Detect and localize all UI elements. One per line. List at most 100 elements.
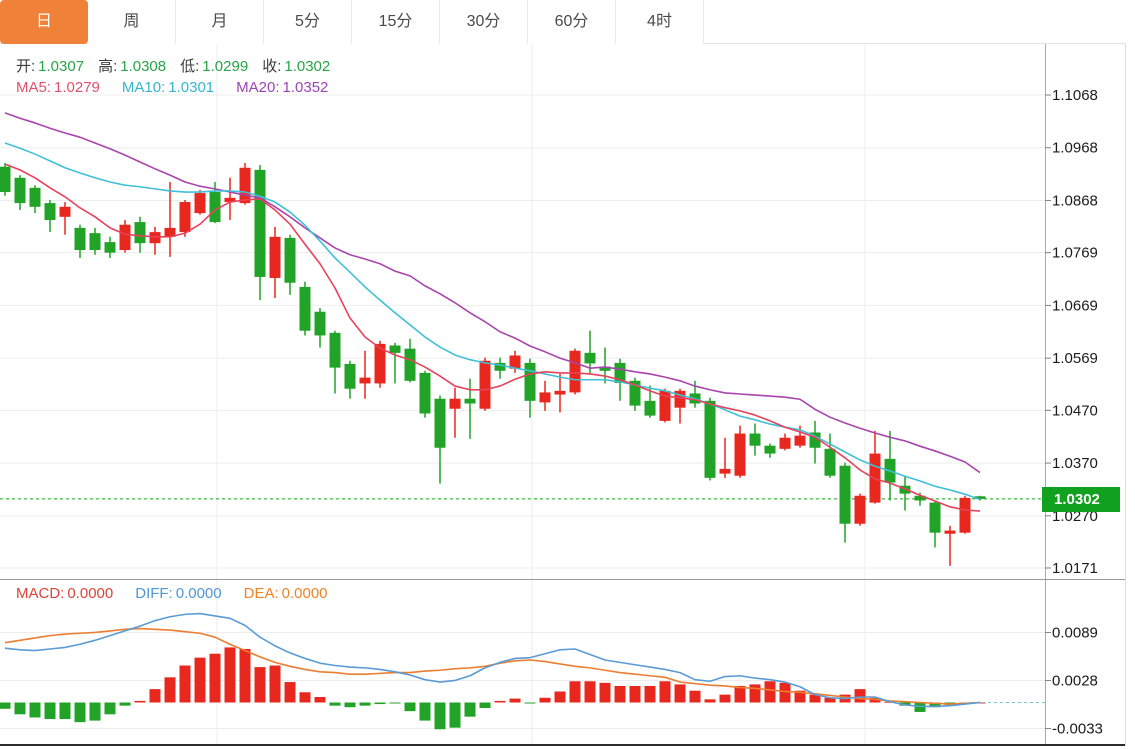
tab-timeframe-0[interactable]: 日 bbox=[0, 0, 88, 44]
ma5-line bbox=[4, 163, 981, 512]
candle-body bbox=[239, 167, 251, 204]
macd-bar bbox=[284, 682, 296, 703]
macd-histogram bbox=[0, 647, 986, 730]
tab-timeframe-1[interactable]: 周 bbox=[88, 0, 176, 44]
macd-bar bbox=[164, 677, 176, 703]
macd-bar bbox=[794, 690, 806, 703]
candle-body bbox=[134, 222, 146, 244]
candle-body bbox=[344, 363, 356, 389]
macd-bar bbox=[689, 690, 701, 703]
macd-bar bbox=[44, 702, 56, 720]
ma20-line bbox=[4, 112, 981, 474]
macd-bar bbox=[569, 681, 581, 703]
macd-bar bbox=[674, 684, 686, 703]
tab-timeframe-2[interactable]: 月 bbox=[176, 0, 264, 44]
macd-bar bbox=[779, 682, 791, 703]
candle-body bbox=[779, 437, 791, 449]
macd-legend-item: MACD: 0.0000 bbox=[16, 585, 114, 602]
macd-bar bbox=[89, 702, 101, 721]
macd-bar bbox=[194, 657, 206, 703]
macd-bar bbox=[494, 700, 506, 703]
ma-legend: MA5: 1.0279 MA10: 1.0301 MA20: 1.0352 bbox=[16, 79, 350, 96]
candle-body bbox=[479, 360, 491, 409]
ma10-line bbox=[4, 142, 981, 501]
candle-body bbox=[329, 332, 341, 368]
candle-body bbox=[449, 398, 461, 409]
macd-bar bbox=[359, 702, 371, 706]
candle-body bbox=[254, 169, 266, 277]
candle-body bbox=[59, 206, 71, 217]
macd-bar bbox=[134, 700, 146, 703]
macd-bar bbox=[404, 702, 416, 712]
price-axis-label: 1.0370 bbox=[1052, 455, 1098, 472]
macd-bar bbox=[374, 702, 386, 705]
ohlc-legend: 开: 1.0307 高: 1.0308 低: 1.0299 收: 1.0302 bbox=[16, 55, 344, 76]
candle-body bbox=[764, 445, 776, 454]
macd-bar bbox=[329, 702, 341, 706]
macd-bar bbox=[59, 702, 71, 720]
candle-body bbox=[914, 495, 926, 501]
candle-body bbox=[29, 187, 41, 207]
candle-body bbox=[629, 380, 641, 406]
price-axis-label: 1.0270 bbox=[1052, 508, 1098, 525]
candle-body bbox=[959, 497, 971, 533]
macd-bar bbox=[464, 702, 476, 717]
candle-body bbox=[524, 362, 536, 401]
macd-bar bbox=[269, 665, 281, 703]
macd-bar bbox=[224, 647, 236, 703]
candle-body bbox=[14, 177, 26, 204]
candle-body bbox=[554, 390, 566, 395]
ma-legend-item: MA10: 1.0301 bbox=[121, 79, 215, 96]
tab-timeframe-6[interactable]: 60分 bbox=[528, 0, 616, 44]
macd-bar bbox=[749, 684, 761, 703]
macd-bar bbox=[14, 702, 26, 715]
macd-bar bbox=[434, 702, 446, 730]
candle-body bbox=[464, 398, 476, 404]
candle-body bbox=[974, 496, 986, 499]
candle-body bbox=[194, 193, 206, 214]
ohlc-legend-item: 开: 1.0307 bbox=[16, 58, 85, 75]
macd-bar bbox=[764, 681, 776, 703]
macd-bar bbox=[479, 702, 491, 709]
candle-body bbox=[104, 242, 116, 253]
macd-bar bbox=[854, 689, 866, 703]
price-axis-label: 1.0470 bbox=[1052, 402, 1098, 419]
tab-timeframe-7[interactable]: 4时 bbox=[616, 0, 704, 44]
macd-bar bbox=[719, 694, 731, 703]
ohlc-legend-item: 收: 1.0302 bbox=[262, 58, 331, 75]
macd-bar bbox=[119, 702, 131, 706]
macd-bar bbox=[149, 689, 161, 703]
macd-bar bbox=[929, 702, 941, 708]
macd-bar bbox=[704, 699, 716, 703]
macd-bar bbox=[584, 681, 596, 703]
macd-legend-item: DEA: 0.0000 bbox=[243, 585, 328, 602]
candle-body bbox=[89, 233, 101, 251]
candle-body bbox=[74, 227, 86, 251]
candle-body bbox=[599, 366, 611, 371]
grid-layer bbox=[0, 44, 1045, 744]
macd-bar bbox=[74, 702, 86, 723]
timeframe-tabbar: 日周月 5分 15分 30分 60分 4时 bbox=[0, 0, 1126, 44]
candle-body bbox=[224, 197, 236, 203]
candle-body bbox=[389, 345, 401, 353]
tab-timeframe-4[interactable]: 15分 bbox=[352, 0, 440, 44]
macd-axis-label: 0.0028 bbox=[1052, 672, 1098, 689]
macd-bar bbox=[629, 685, 641, 703]
price-axis-label: 1.0769 bbox=[1052, 245, 1098, 262]
candle-body bbox=[119, 224, 131, 251]
candle-body bbox=[614, 362, 626, 383]
ma-legend-item: MA20: 1.0352 bbox=[236, 79, 329, 96]
macd-axis-label: 0.0089 bbox=[1052, 624, 1098, 641]
ma-legend-item: MA5: 1.0279 bbox=[16, 79, 100, 96]
candle-body bbox=[644, 400, 656, 416]
candle-body bbox=[704, 400, 716, 478]
macd-bar bbox=[734, 685, 746, 703]
candle-body bbox=[749, 433, 761, 446]
price-axis-label: 1.0669 bbox=[1052, 297, 1098, 314]
price-axis-labels: 1.1068 1.0968 1.0868 1.0769 1.0669 1.0569 1.04… bbox=[1045, 87, 1098, 577]
tab-timeframe-3[interactable]: 5分 bbox=[264, 0, 352, 44]
tab-timeframe-5[interactable]: 30分 bbox=[440, 0, 528, 44]
candle-body bbox=[419, 372, 431, 414]
